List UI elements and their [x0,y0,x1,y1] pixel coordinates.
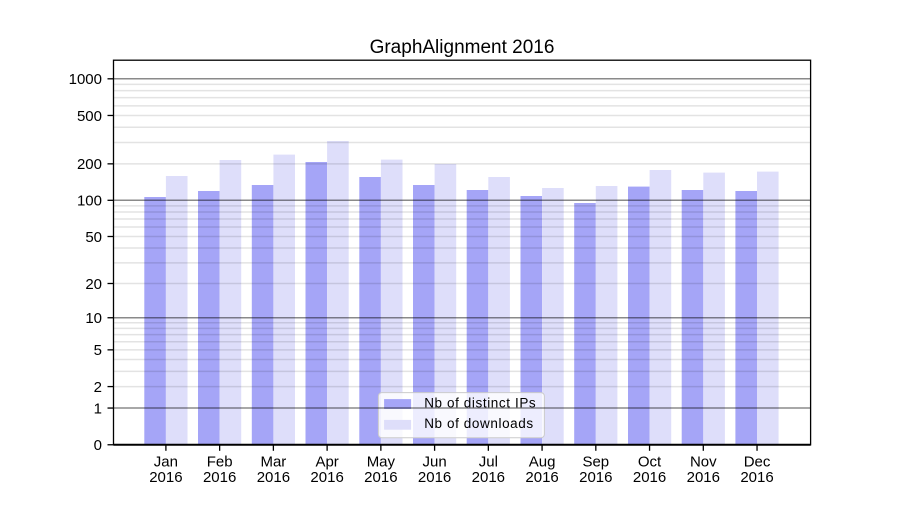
svg-text:2016: 2016 [257,469,290,486]
svg-text:0: 0 [94,437,102,454]
svg-text:Dec: Dec [744,454,771,471]
svg-text:May: May [367,454,396,471]
svg-text:GraphAlignment 2016: GraphAlignment 2016 [370,37,555,58]
svg-text:10: 10 [85,310,102,327]
svg-text:200: 200 [77,156,102,173]
svg-text:50: 50 [85,229,102,246]
svg-text:Jul: Jul [479,454,498,471]
svg-text:2016: 2016 [740,469,773,486]
svg-text:Oct: Oct [638,454,662,471]
svg-text:Nb of distinct IPs: Nb of distinct IPs [424,395,536,410]
svg-text:5: 5 [94,342,102,359]
svg-text:500: 500 [77,108,102,125]
svg-text:20: 20 [85,276,102,293]
svg-text:2016: 2016 [633,469,666,486]
svg-text:2016: 2016 [687,469,720,486]
svg-text:1: 1 [94,400,102,417]
svg-text:2016: 2016 [364,469,397,486]
svg-text:2016: 2016 [149,469,182,486]
svg-text:2016: 2016 [418,469,451,486]
svg-text:Jun: Jun [423,454,447,471]
svg-text:Mar: Mar [260,454,286,471]
svg-text:100: 100 [77,193,102,210]
svg-text:Aug: Aug [529,454,556,471]
svg-text:Feb: Feb [207,454,233,471]
svg-text:2016: 2016 [579,469,612,486]
svg-text:1000: 1000 [69,71,102,88]
svg-text:2016: 2016 [310,469,343,486]
svg-text:2016: 2016 [203,469,236,486]
svg-text:Apr: Apr [315,454,338,471]
svg-text:Sep: Sep [582,454,609,471]
svg-text:2016: 2016 [525,469,558,486]
svg-text:Jan: Jan [154,454,178,471]
svg-text:Nb of downloads: Nb of downloads [424,416,534,431]
svg-text:2: 2 [94,379,102,396]
svg-text:2016: 2016 [472,469,505,486]
svg-text:Nov: Nov [690,454,717,471]
